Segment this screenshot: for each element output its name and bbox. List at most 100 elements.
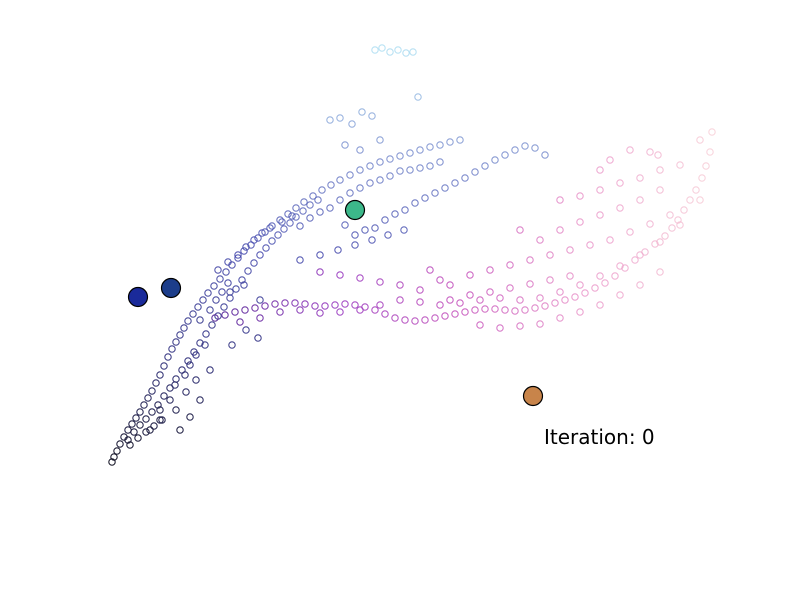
scatter-point <box>361 226 369 234</box>
scatter-point <box>406 149 414 157</box>
scatter-point <box>416 146 424 154</box>
scatter-point <box>386 48 394 56</box>
scatter-point <box>376 136 384 144</box>
scatter-point <box>636 174 644 182</box>
scatter-point <box>531 304 539 312</box>
centroid-point <box>160 277 182 299</box>
scatter-point <box>426 162 434 170</box>
scatter-point <box>291 299 299 307</box>
scatter-point <box>184 317 192 325</box>
scatter-point <box>391 210 399 218</box>
scatter-point <box>506 284 514 292</box>
scatter-point <box>596 166 604 174</box>
scatter-point <box>192 351 200 359</box>
scatter-point <box>171 381 179 389</box>
scatter-point <box>232 285 240 293</box>
scatter-point <box>556 314 564 322</box>
scatter-point <box>646 220 654 228</box>
scatter-point <box>696 136 704 144</box>
scatter-point <box>224 279 232 287</box>
scatter-point <box>406 166 414 174</box>
scatter-point <box>606 236 614 244</box>
scatter-point <box>381 310 389 318</box>
scatter-point <box>108 458 116 466</box>
scatter-point <box>208 321 216 329</box>
scatter-point <box>616 291 624 299</box>
scatter-point <box>296 222 304 230</box>
scatter-point <box>456 136 464 144</box>
scatter-point <box>130 428 138 436</box>
scatter-point <box>296 306 304 314</box>
scatter-point <box>280 225 288 233</box>
scatter-point <box>702 162 710 170</box>
scatter-point <box>292 204 300 212</box>
scatter-point <box>262 244 270 252</box>
scatter-point <box>254 334 262 342</box>
scatter-point <box>144 394 152 402</box>
scatter-point <box>376 176 384 184</box>
scatter-point <box>242 326 250 334</box>
scatter-point <box>189 310 197 318</box>
scatter-point <box>316 309 324 317</box>
scatter-point <box>436 141 444 149</box>
scatter-point <box>266 224 274 232</box>
scatter-point <box>461 174 469 182</box>
scatter-point <box>284 210 292 218</box>
scatter-point <box>611 272 619 280</box>
scatter-point <box>446 281 454 289</box>
scatter-point <box>336 114 344 122</box>
scatter-point <box>148 387 156 395</box>
scatter-point <box>616 179 624 187</box>
centroid-point <box>344 199 366 221</box>
scatter-point <box>172 406 180 414</box>
scatter-point <box>281 299 289 307</box>
scatter-point <box>409 48 417 56</box>
scatter-point <box>166 396 174 404</box>
scatter-point <box>371 224 379 232</box>
scatter-point <box>668 224 676 232</box>
scatter-point <box>396 152 404 160</box>
scatter-point <box>327 181 335 189</box>
scatter-point <box>206 306 214 314</box>
scatter-point <box>124 426 132 434</box>
scatter-point <box>276 308 284 316</box>
scatter-point <box>441 184 449 192</box>
scatter-point <box>132 414 140 422</box>
scatter-point <box>631 256 639 264</box>
scatter-point <box>366 179 374 187</box>
scatter-point <box>636 281 644 289</box>
scatter-point <box>636 196 644 204</box>
scatter-point <box>371 306 379 314</box>
scatter-point <box>158 416 166 424</box>
scatter-point <box>300 198 308 206</box>
scatter-points-layer <box>108 44 716 466</box>
scatter-point <box>446 296 454 304</box>
scatter-point <box>436 301 444 309</box>
scatter-point <box>541 151 549 159</box>
scatter-point <box>696 196 704 204</box>
scatter-point <box>421 194 429 202</box>
scatter-point <box>461 308 469 316</box>
scatter-point <box>546 251 554 259</box>
scatter-point <box>384 231 392 239</box>
scatter-point <box>240 281 248 289</box>
scatter-point <box>172 338 180 346</box>
scatter-point <box>680 206 688 214</box>
scatter-point <box>368 236 376 244</box>
scatter-point <box>396 296 404 304</box>
scatter-point <box>136 408 144 416</box>
scatter-point <box>654 151 662 159</box>
scatter-point <box>496 324 504 332</box>
scatter-point <box>196 396 204 404</box>
scatter-point <box>491 156 499 164</box>
scatter-point <box>491 305 499 313</box>
scatter-point <box>242 243 250 251</box>
scatter-point <box>180 324 188 332</box>
scatter-point <box>596 211 604 219</box>
scatter-point <box>276 216 284 224</box>
scatter-point <box>351 231 359 239</box>
scatter-point <box>254 234 262 242</box>
scatter-point <box>348 120 356 128</box>
scatter-point <box>142 415 150 423</box>
scatter-point <box>566 246 574 254</box>
